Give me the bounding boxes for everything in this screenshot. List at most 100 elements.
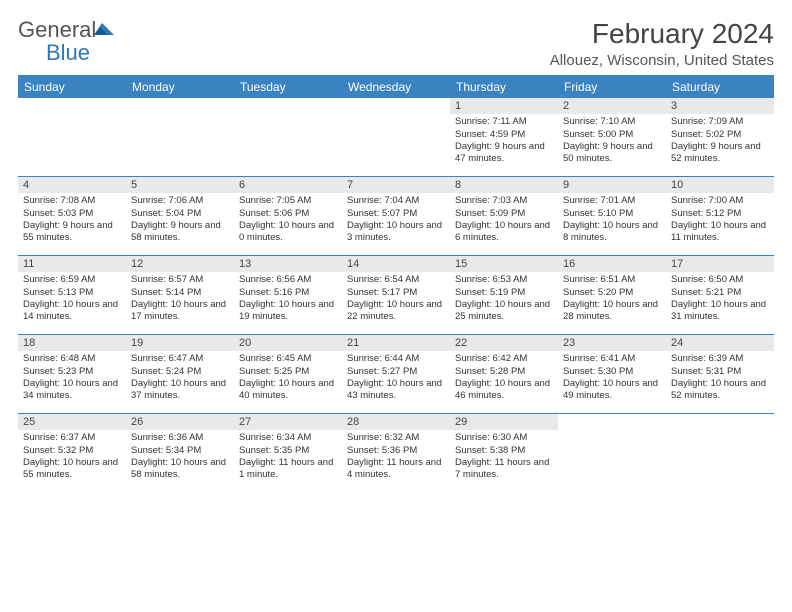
day-number: 13 bbox=[234, 256, 342, 272]
sunrise-text: Sunrise: 6:47 AM bbox=[131, 353, 229, 365]
daylight-text: Daylight: 9 hours and 55 minutes. bbox=[23, 220, 121, 245]
calendar-day-cell bbox=[342, 98, 450, 176]
sunset-text: Sunset: 5:12 PM bbox=[671, 208, 769, 220]
sunrise-text: Sunrise: 7:03 AM bbox=[455, 195, 553, 207]
sunrise-text: Sunrise: 6:42 AM bbox=[455, 353, 553, 365]
day-number: 10 bbox=[666, 177, 774, 193]
day-number: 29 bbox=[450, 414, 558, 430]
calendar-day-cell: 19 Sunrise: 6:47 AMSunset: 5:24 PMDayligh… bbox=[126, 335, 234, 413]
daylight-text: Daylight: 10 hours and 43 minutes. bbox=[347, 378, 445, 403]
sunrise-text: Sunrise: 7:01 AM bbox=[563, 195, 661, 207]
calendar-day-cell: 11Sunrise: 6:59 AMSunset: 5:13 PMDayligh… bbox=[18, 256, 126, 334]
sunset-text: Sunset: 5:31 PM bbox=[671, 366, 769, 378]
day-header: Monday bbox=[126, 77, 234, 97]
sunset-text: Sunset: 5:06 PM bbox=[239, 208, 337, 220]
day-content: Sunrise: 7:05 AMSunset: 5:06 PMDaylight:… bbox=[234, 193, 342, 248]
day-content: Sunrise: 6:53 AMSunset: 5:19 PMDaylight:… bbox=[450, 272, 558, 327]
day-number: 17 bbox=[666, 256, 774, 272]
sunrise-text: Sunrise: 6:39 AM bbox=[671, 353, 769, 365]
day-content: Sunrise: 7:09 AMSunset: 5:02 PMDaylight:… bbox=[666, 114, 774, 169]
calendar-day-cell: 4Sunrise: 7:08 AMSunset: 5:03 PMDaylight… bbox=[18, 177, 126, 255]
calendar-day-cell: 5Sunrise: 7:06 AMSunset: 5:04 PMDaylight… bbox=[126, 177, 234, 255]
day-number bbox=[666, 414, 774, 416]
calendar-day-cell: 28Sunrise: 6:32 AMSunset: 5:36 PMDayligh… bbox=[342, 414, 450, 492]
day-content: Sunrise: 6:39 AMSunset: 5:31 PMDaylight:… bbox=[666, 351, 774, 406]
daylight-text: Daylight: 9 hours and 58 minutes. bbox=[131, 220, 229, 245]
sunrise-text: Sunrise: 7:10 AM bbox=[563, 116, 661, 128]
sunset-text: Sunset: 5:24 PM bbox=[131, 366, 229, 378]
sunset-text: Sunset: 5:17 PM bbox=[347, 287, 445, 299]
calendar-day-cell: 6Sunrise: 7:05 AMSunset: 5:06 PMDaylight… bbox=[234, 177, 342, 255]
sunrise-text: Sunrise: 6:44 AM bbox=[347, 353, 445, 365]
day-number: 21 bbox=[342, 335, 450, 351]
sunrise-text: Sunrise: 7:00 AM bbox=[671, 195, 769, 207]
sunset-text: Sunset: 5:13 PM bbox=[23, 287, 121, 299]
calendar-day-cell: 9Sunrise: 7:01 AMSunset: 5:10 PMDaylight… bbox=[558, 177, 666, 255]
day-number: 22 bbox=[450, 335, 558, 351]
calendar-week-row: 25Sunrise: 6:37 AMSunset: 5:32 PMDayligh… bbox=[18, 413, 774, 492]
sunrise-text: Sunrise: 6:37 AM bbox=[23, 432, 121, 444]
daylight-text: Daylight: 10 hours and 52 minutes. bbox=[671, 378, 769, 403]
sunset-text: Sunset: 5:04 PM bbox=[131, 208, 229, 220]
calendar-day-cell: 20Sunrise: 6:45 AMSunset: 5:25 PMDayligh… bbox=[234, 335, 342, 413]
calendar-header-row: SundayMondayTuesdayWednesdayThursdayFrid… bbox=[18, 75, 774, 97]
calendar-day-cell: 1Sunrise: 7:11 AMSunset: 4:59 PMDaylight… bbox=[450, 98, 558, 176]
daylight-text: Daylight: 10 hours and 17 minutes. bbox=[131, 299, 229, 324]
sunset-text: Sunset: 5:23 PM bbox=[23, 366, 121, 378]
day-content: Sunrise: 7:03 AMSunset: 5:09 PMDaylight:… bbox=[450, 193, 558, 248]
calendar-day-cell: 24Sunrise: 6:39 AMSunset: 5:31 PMDayligh… bbox=[666, 335, 774, 413]
calendar-week-row: 4Sunrise: 7:08 AMSunset: 5:03 PMDaylight… bbox=[18, 176, 774, 255]
sunset-text: Sunset: 5:20 PM bbox=[563, 287, 661, 299]
calendar-day-cell bbox=[126, 98, 234, 176]
day-number: 24 bbox=[666, 335, 774, 351]
day-number: 14 bbox=[342, 256, 450, 272]
daylight-text: Daylight: 10 hours and 22 minutes. bbox=[347, 299, 445, 324]
daylight-text: Daylight: 10 hours and 55 minutes. bbox=[23, 457, 121, 482]
daylight-text: Daylight: 11 hours and 4 minutes. bbox=[347, 457, 445, 482]
daylight-text: Daylight: 10 hours and 58 minutes. bbox=[131, 457, 229, 482]
daylight-text: Daylight: 10 hours and 49 minutes. bbox=[563, 378, 661, 403]
daylight-text: Daylight: 10 hours and 28 minutes. bbox=[563, 299, 661, 324]
calendar-day-cell: 23Sunrise: 6:41 AMSunset: 5:30 PMDayligh… bbox=[558, 335, 666, 413]
daylight-text: Daylight: 10 hours and 40 minutes. bbox=[239, 378, 337, 403]
daylight-text: Daylight: 10 hours and 46 minutes. bbox=[455, 378, 553, 403]
sunrise-text: Sunrise: 6:57 AM bbox=[131, 274, 229, 286]
sunset-text: Sunset: 5:07 PM bbox=[347, 208, 445, 220]
sunset-text: Sunset: 5:38 PM bbox=[455, 445, 553, 457]
sunset-text: Sunset: 5:19 PM bbox=[455, 287, 553, 299]
sunset-text: Sunset: 5:36 PM bbox=[347, 445, 445, 457]
daylight-text: Daylight: 10 hours and 31 minutes. bbox=[671, 299, 769, 324]
calendar-day-cell bbox=[234, 98, 342, 176]
daylight-text: Daylight: 10 hours and 0 minutes. bbox=[239, 220, 337, 245]
daylight-text: Daylight: 10 hours and 11 minutes. bbox=[671, 220, 769, 245]
daylight-text: Daylight: 10 hours and 19 minutes. bbox=[239, 299, 337, 324]
sunrise-text: Sunrise: 7:05 AM bbox=[239, 195, 337, 207]
sunset-text: Sunset: 5:30 PM bbox=[563, 366, 661, 378]
day-number: 19 bbox=[126, 335, 234, 351]
calendar-day-cell: 17Sunrise: 6:50 AMSunset: 5:21 PMDayligh… bbox=[666, 256, 774, 334]
sunrise-text: Sunrise: 6:54 AM bbox=[347, 274, 445, 286]
sunset-text: Sunset: 5:27 PM bbox=[347, 366, 445, 378]
day-number: 23 bbox=[558, 335, 666, 351]
daylight-text: Daylight: 9 hours and 52 minutes. bbox=[671, 141, 769, 166]
day-content: Sunrise: 6:44 AMSunset: 5:27 PMDaylight:… bbox=[342, 351, 450, 406]
daylight-text: Daylight: 10 hours and 37 minutes. bbox=[131, 378, 229, 403]
calendar-day-cell: 14 Sunrise: 6:54 AMSunset: 5:17 PMDayligh… bbox=[342, 256, 450, 334]
day-content: Sunrise: 6:57 AMSunset: 5:14 PMDaylight:… bbox=[126, 272, 234, 327]
day-number: 16 bbox=[558, 256, 666, 272]
day-content: Sunrise: 6:32 AMSunset: 5:36 PMDaylight:… bbox=[342, 430, 450, 485]
day-number: 6 bbox=[234, 177, 342, 193]
calendar-day-cell: 27Sunrise: 6:34 AMSunset: 5:35 PMDayligh… bbox=[234, 414, 342, 492]
calendar-day-cell: 16Sunrise: 6:51 AMSunset: 5:20 PMDayligh… bbox=[558, 256, 666, 334]
daylight-text: Daylight: 11 hours and 1 minute. bbox=[239, 457, 337, 482]
sunset-text: Sunset: 5:25 PM bbox=[239, 366, 337, 378]
title-block: February 2024 Allouez, Wisconsin, United… bbox=[550, 18, 774, 69]
page-header: General Blue February 2024 Allouez, Wisc… bbox=[18, 18, 774, 69]
calendar-day-cell: 10 Sunrise: 7:00 AMSunset: 5:12 PMDayligh… bbox=[666, 177, 774, 255]
sunrise-text: Sunrise: 7:06 AM bbox=[131, 195, 229, 207]
calendar-week-row: 18Sunrise: 6:48 AMSunset: 5:23 PMDayligh… bbox=[18, 334, 774, 413]
day-number: 27 bbox=[234, 414, 342, 430]
calendar-week-row: 1Sunrise: 7:11 AMSunset: 4:59 PMDaylight… bbox=[18, 97, 774, 176]
day-number: 9 bbox=[558, 177, 666, 193]
sunrise-text: Sunrise: 7:11 AM bbox=[455, 116, 553, 128]
